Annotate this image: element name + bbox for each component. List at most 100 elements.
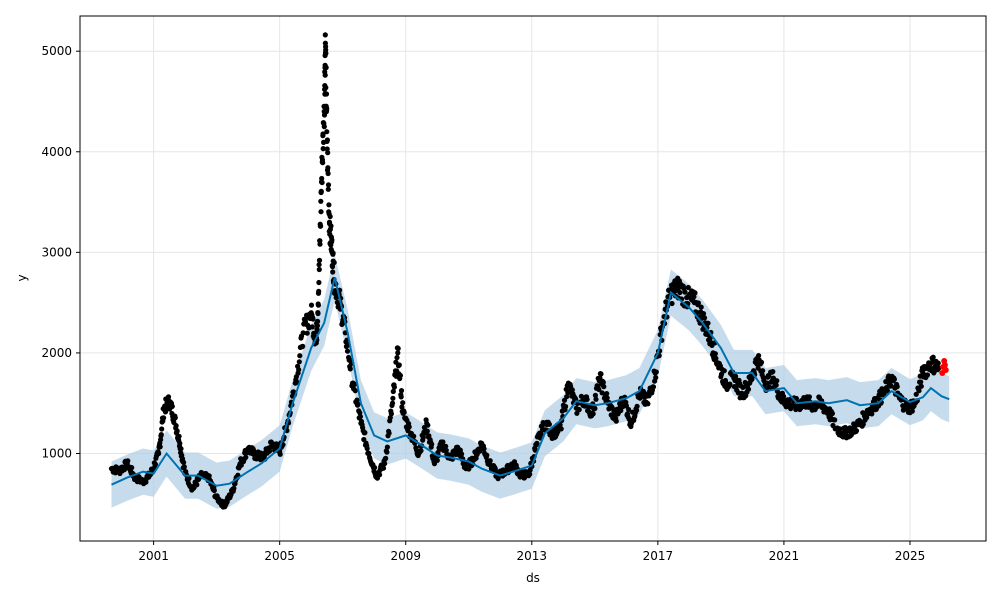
observed-point: [891, 376, 898, 382]
observed-point: [869, 411, 875, 417]
observed-point: [329, 264, 336, 270]
observed-point: [829, 410, 836, 417]
x-tick-label: 2009: [390, 549, 421, 563]
observed-point: [390, 388, 396, 395]
observed-point: [563, 403, 569, 410]
observed-point: [316, 288, 322, 294]
observed-point: [592, 392, 599, 398]
observed-point: [712, 351, 719, 357]
observed-point: [300, 330, 306, 336]
observed-point: [398, 388, 405, 394]
observed-point: [323, 91, 330, 97]
observed-point: [390, 395, 396, 401]
observed-point: [152, 461, 158, 467]
observed-point: [424, 428, 430, 434]
observed-point: [352, 388, 358, 394]
y-tick-label: 4000: [41, 145, 72, 159]
y-tick-label: 1000: [41, 447, 72, 461]
observed-point: [320, 131, 326, 137]
observed-point: [420, 434, 426, 440]
observed-point: [177, 440, 183, 446]
observed-point: [832, 417, 838, 423]
observed-point: [325, 150, 331, 156]
observed-point: [913, 391, 919, 397]
observed-point: [669, 300, 675, 307]
observed-point: [653, 369, 659, 375]
forecast-line: [111, 277, 950, 487]
observed-point: [564, 394, 570, 400]
observed-point: [773, 382, 779, 388]
plot-frame: [79, 15, 987, 542]
observed-point: [129, 465, 135, 471]
observed-point: [745, 386, 752, 392]
observed-point: [321, 124, 327, 130]
observed-point: [691, 294, 697, 300]
observed-point: [243, 454, 249, 460]
observed-point: [758, 359, 765, 365]
observed-point: [429, 441, 435, 447]
observed-point: [384, 444, 390, 450]
observed-point: [161, 415, 167, 421]
observed-point: [459, 451, 465, 457]
observed-point: [315, 310, 321, 317]
observed-point: [634, 403, 640, 409]
observed-point: [310, 316, 316, 322]
observed-point: [318, 198, 324, 204]
observed-point: [330, 250, 336, 256]
observed-point: [935, 360, 941, 366]
observed-point: [297, 353, 303, 359]
observed-point: [181, 459, 187, 465]
observed-point: [853, 428, 860, 434]
observed-point: [391, 384, 397, 390]
observed-point: [355, 401, 361, 407]
observed-point: [626, 406, 632, 413]
y-axis-label: y: [15, 274, 29, 281]
x-tick-label: 2021: [769, 549, 800, 563]
observed-point: [677, 289, 683, 296]
observed-point: [909, 408, 915, 414]
observed-point: [296, 367, 302, 373]
observed-point: [780, 393, 787, 399]
recent-points-layer: [939, 358, 949, 376]
observed-point: [318, 223, 324, 229]
x-tick-label: 2005: [264, 549, 295, 563]
observed-point: [344, 348, 351, 354]
observed-point: [315, 302, 321, 308]
observed-point: [380, 465, 387, 471]
x-tick-label: 2001: [138, 549, 169, 563]
observed-point: [593, 396, 599, 402]
observed-point: [685, 284, 691, 291]
observed-point: [766, 373, 772, 379]
observed-point: [484, 452, 490, 458]
y-axis-ticks: 1000 2000 3000 4000 5000: [41, 44, 80, 461]
observed-point: [173, 423, 179, 429]
observed-point: [698, 304, 704, 310]
observed-point: [325, 170, 331, 177]
observed-point: [592, 405, 598, 412]
uncertainty-band: [111, 254, 950, 509]
observed-point: [918, 383, 924, 389]
observed-point: [924, 372, 931, 378]
observed-point: [894, 384, 900, 390]
observed-point: [653, 375, 659, 381]
observed-point: [331, 259, 337, 266]
observed-point: [645, 401, 651, 407]
observed-point: [481, 446, 487, 452]
observed-point: [352, 381, 358, 387]
observed-point: [411, 433, 417, 439]
observed-point: [936, 365, 942, 371]
observed-point: [546, 421, 553, 427]
observed-point: [440, 439, 446, 445]
observed-point: [319, 175, 325, 182]
observed-point: [394, 355, 400, 361]
observed-point: [320, 146, 326, 152]
observed-point: [386, 430, 392, 436]
grid-lines: [80, 16, 986, 541]
observed-point: [618, 407, 624, 414]
observed-point: [357, 414, 363, 420]
uncertainty-band-layer: [111, 254, 950, 509]
observed-point: [296, 359, 302, 365]
observed-point: [172, 415, 178, 421]
y-tick-label: 2000: [41, 346, 72, 360]
